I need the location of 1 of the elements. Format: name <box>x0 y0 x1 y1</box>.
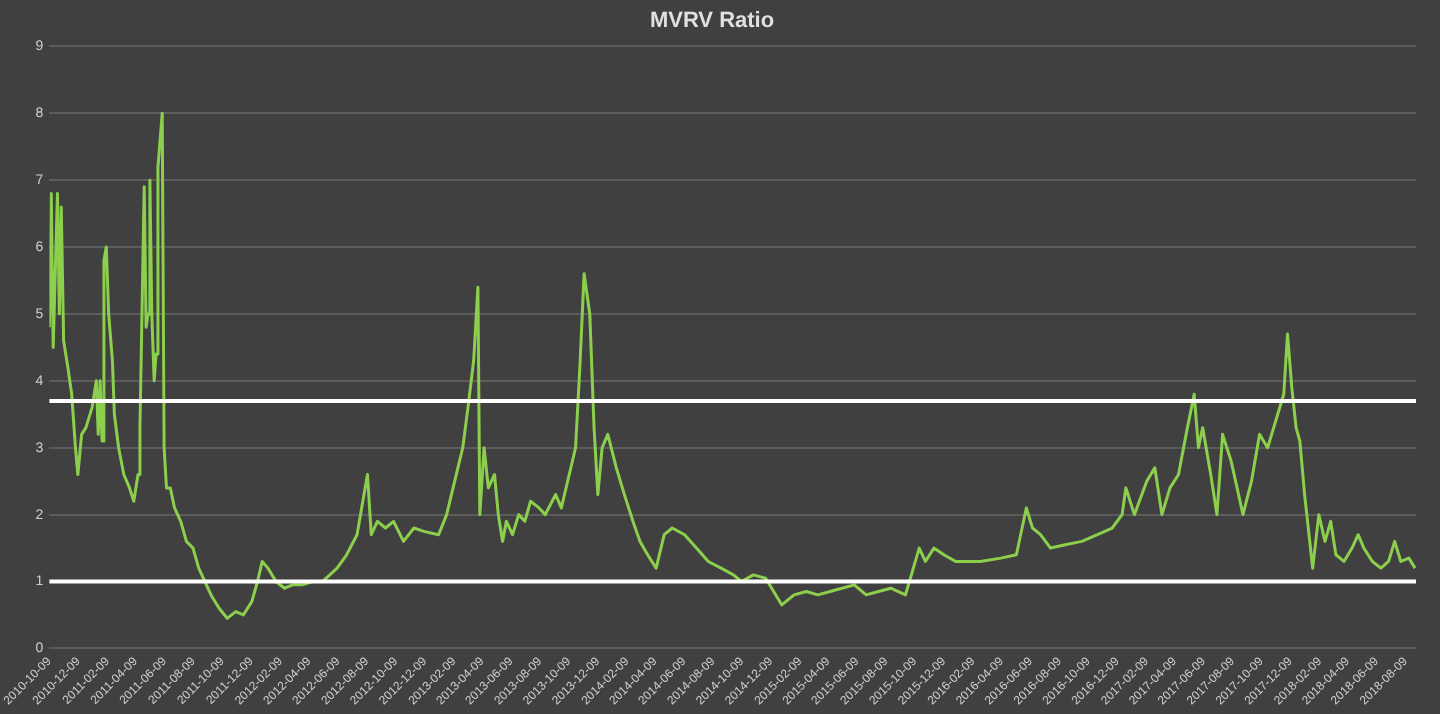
chart-title: MVRV Ratio <box>649 9 775 34</box>
